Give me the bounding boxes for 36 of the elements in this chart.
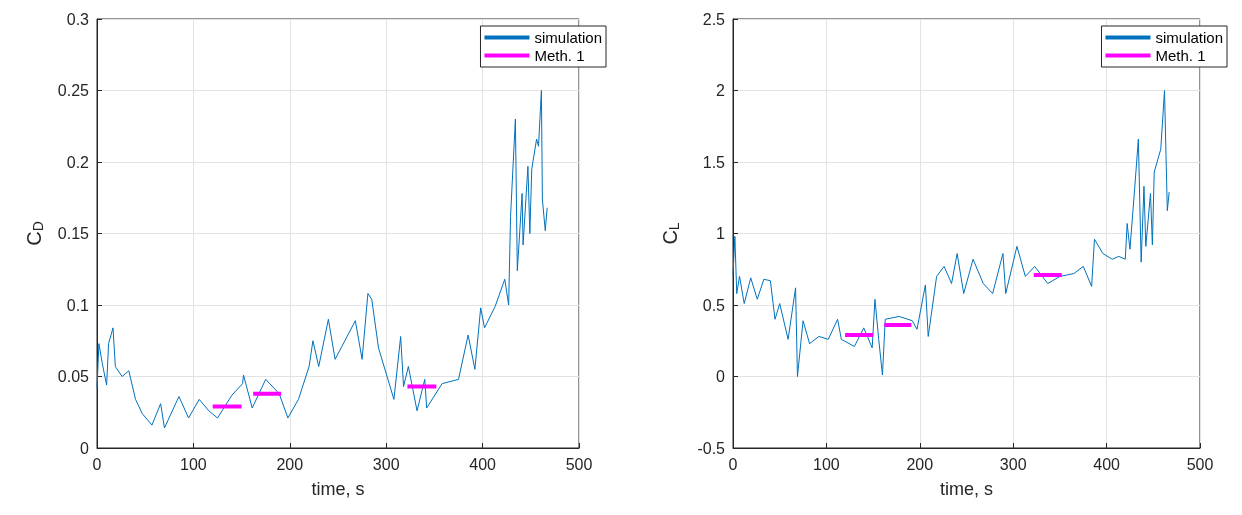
x-tick-label: 500: [565, 455, 593, 473]
y-tick-label: -0.5: [697, 439, 726, 457]
x-tick-label: 400: [469, 455, 497, 473]
y-tick-label: 0.2: [66, 153, 90, 171]
x-tick-label: 300: [999, 455, 1027, 473]
y-tick-label: 0: [716, 368, 726, 385]
y-tick-label: 0.15: [57, 225, 90, 242]
legend-label: simulation: [534, 29, 602, 46]
legend-label: Meth. 1: [534, 47, 585, 64]
x-tick-label: 500: [1186, 455, 1214, 473]
x-tick-label: 200: [906, 455, 934, 473]
line-series: [96, 90, 548, 429]
y-tick-label: 2.5: [702, 10, 726, 28]
legend-label: Meth. 1: [1155, 47, 1206, 64]
x-tick-label: 0: [92, 455, 102, 473]
y-tick-label: 1.5: [702, 153, 726, 171]
y-tick-label: 0.05: [57, 368, 90, 385]
y-tick-label: 0.3: [66, 10, 90, 28]
line-series: [732, 90, 1170, 377]
y-tick-label: 0.25: [57, 82, 90, 99]
y-tick-label: 1: [716, 225, 726, 242]
y-tick-label: 0.5: [702, 296, 726, 314]
y-tick-label: 2: [716, 82, 726, 99]
x-tick-label: 100: [813, 455, 840, 473]
x-axis-title: time, s: [939, 479, 994, 499]
y-axis-title: CL: [659, 222, 682, 245]
legend-label: simulation: [1155, 29, 1223, 46]
y-tick-label: 0.1: [66, 296, 90, 314]
x-tick-label: 300: [372, 455, 400, 473]
x-tick-label: 400: [1093, 455, 1121, 473]
x-tick-label: 100: [180, 455, 207, 473]
x-axis-title: time, s: [311, 479, 365, 499]
x-tick-label: 0: [728, 455, 738, 473]
x-tick-label: 200: [276, 455, 304, 473]
y-tick-label: 0: [80, 439, 90, 457]
y-axis-title: CD: [23, 221, 46, 246]
